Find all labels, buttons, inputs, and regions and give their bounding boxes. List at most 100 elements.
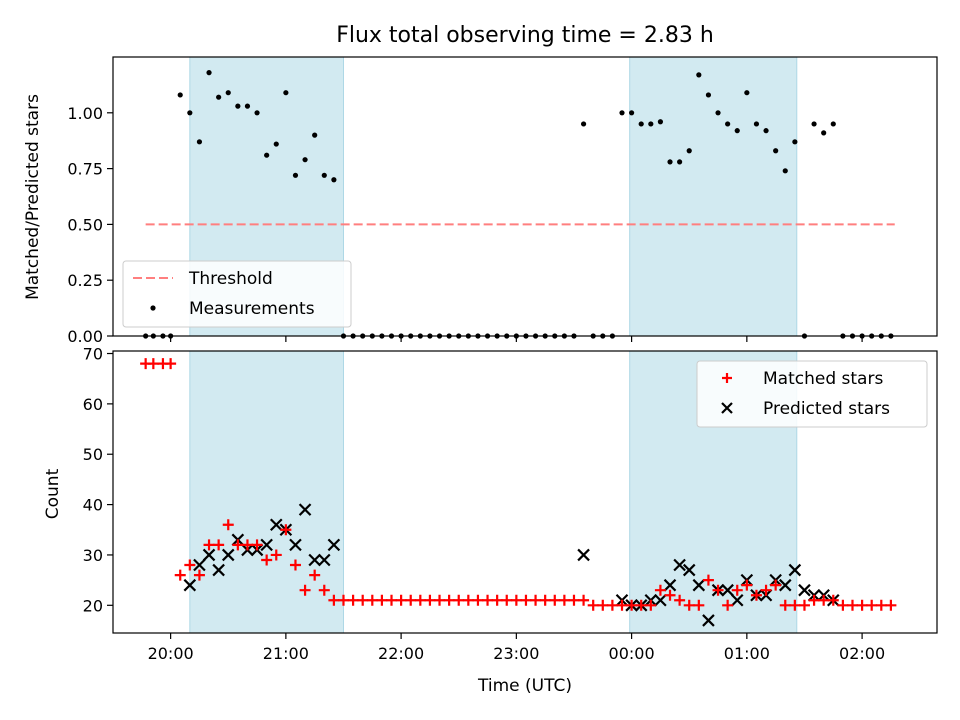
matched-stars-point <box>808 594 820 606</box>
matched-stars-point <box>405 594 417 606</box>
legend-bottom-label: Matched stars <box>763 369 883 389</box>
matched-stars-point <box>318 584 330 596</box>
matched-stars-point <box>635 599 647 611</box>
matched-stars-point <box>453 594 465 606</box>
predicted-stars-point <box>183 578 197 592</box>
measurement-point <box>254 110 260 116</box>
matched-stars-point <box>193 569 205 581</box>
measurement-point <box>283 90 289 96</box>
matched-stars-point <box>587 599 599 611</box>
y-tick-label-bottom: 60 <box>83 395 103 414</box>
predicted-stars-point <box>778 578 792 592</box>
marks-layer <box>140 70 897 627</box>
x-tick-label: 20:00 <box>148 644 194 663</box>
measurement-point <box>216 94 222 100</box>
predicted-stars-point <box>663 578 677 592</box>
matched-stars-point <box>184 559 196 571</box>
matched-stars-point <box>558 594 570 606</box>
matched-stars-point <box>174 569 186 581</box>
matched-stars-point <box>760 584 772 596</box>
legend-bottom-frame <box>696 360 928 428</box>
x-axis-label: Time (UTC) <box>477 676 572 696</box>
axes-layer: 0.00 0.25 0.50 0.75 1.00 20 30 40 50 60 70 20:00 21:… <box>67 56 938 663</box>
matched-stars-point <box>741 579 753 591</box>
shade-layer <box>189 56 798 634</box>
matched-stars-point <box>357 594 369 606</box>
matched-stars-point <box>491 594 503 606</box>
matched-stars-point <box>606 599 618 611</box>
measurement-point <box>187 110 193 116</box>
matched-stars-point <box>654 584 666 596</box>
y-tick-label-top: 0.50 <box>67 215 103 234</box>
axes-frame-bottom <box>112 350 938 634</box>
measurement-point <box>619 110 625 116</box>
measurement-point <box>696 72 702 78</box>
matched-stars-point <box>731 584 743 596</box>
matched-stars-point <box>482 594 494 606</box>
legend-bottom-label: Predicted stars <box>763 399 890 419</box>
matched-stars-point <box>578 594 590 606</box>
measurement-point <box>715 110 721 116</box>
matched-stars-point <box>818 594 830 606</box>
measurement-point <box>657 119 664 125</box>
matched-stars-point <box>424 594 436 606</box>
matched-stars-point <box>827 594 839 606</box>
y-tick-label-bottom: 70 <box>83 345 103 364</box>
matched-stars-point <box>222 519 234 531</box>
predicted-stars-point <box>682 563 696 577</box>
matched-stars-point <box>501 594 513 606</box>
predicted-stars-point <box>308 553 321 567</box>
matched-stars-point <box>856 599 868 611</box>
matched-stars-point <box>462 594 474 606</box>
matched-stars-point <box>770 579 782 591</box>
predicted-stars-point <box>221 548 235 562</box>
measurement-point <box>264 152 270 158</box>
matched-stars-point <box>789 599 801 611</box>
matched-stars-point <box>539 594 551 606</box>
matched-stars-point <box>875 599 887 611</box>
matched-stars-point <box>837 599 849 611</box>
chart-title: Flux total observing time = 2.83 h <box>336 23 714 48</box>
y-tick-label-bottom: 20 <box>83 596 103 615</box>
matched-stars-point <box>203 539 215 551</box>
matched-stars-point <box>510 594 522 606</box>
x-tick-label: 21:00 <box>263 644 309 663</box>
measurement-point <box>821 130 827 136</box>
legend-top-label: Threshold <box>188 269 273 289</box>
matched-stars-point <box>693 599 705 611</box>
matched-stars-point <box>261 554 273 566</box>
matched-stars-point <box>289 559 301 571</box>
matched-stars-point <box>165 358 177 370</box>
predicted-stars-point <box>654 593 667 607</box>
matched-stars-point <box>376 594 388 606</box>
measurement-point <box>580 121 587 127</box>
x-tick-label: 01:00 <box>724 644 770 663</box>
y-tick-label-top: 0.00 <box>67 327 103 346</box>
predicted-stars-point <box>193 558 206 572</box>
predicted-stars-point <box>702 614 715 627</box>
matched-stars-point <box>434 594 446 606</box>
measurement-point <box>638 121 644 127</box>
matched-stars-point <box>664 589 676 601</box>
measurement-point <box>273 141 279 147</box>
matched-stars-point <box>213 539 225 551</box>
measurement-point <box>725 121 731 127</box>
measurement-point <box>773 148 779 154</box>
matched-stars-point <box>798 599 810 611</box>
matched-stars-point <box>616 599 628 611</box>
legend-top-frame <box>122 260 352 328</box>
matched-stars-point <box>645 599 657 611</box>
shaded-interval-bottom-0 <box>189 350 344 634</box>
matched-stars-point <box>846 599 858 611</box>
legend-matched-swatch <box>722 373 732 383</box>
matched-stars-point <box>885 599 897 611</box>
y-tick-label-top: 0.75 <box>67 160 103 179</box>
measurement-point <box>312 132 318 138</box>
predicted-stars-point <box>721 583 734 597</box>
shaded-interval-top-1 <box>629 56 798 337</box>
measurement-point <box>206 70 212 76</box>
matched-stars-point <box>328 594 340 606</box>
predicted-stars-point <box>798 583 811 597</box>
axes-frame-top <box>112 56 938 337</box>
matched-stars-point <box>251 539 263 551</box>
